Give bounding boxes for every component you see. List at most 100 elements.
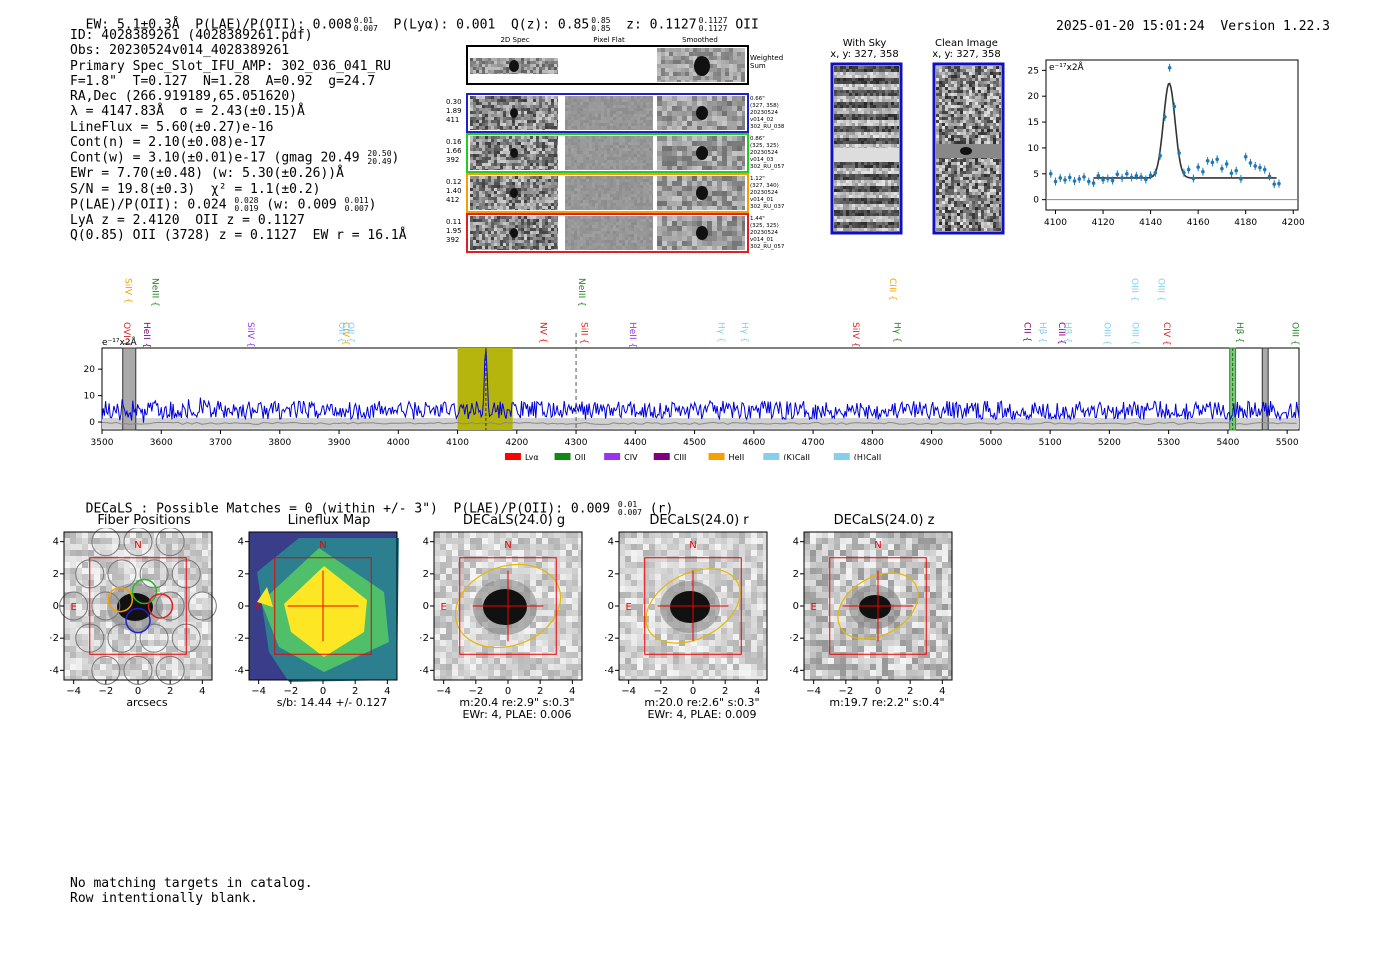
info-lya: LyA z = 2.4120 OII z = 0.1127 bbox=[70, 212, 305, 228]
spec-row-meta: v014_03 bbox=[750, 157, 774, 163]
zoom-data-point bbox=[1205, 159, 1210, 163]
sky-stripe-dark bbox=[834, 90, 899, 96]
sky-stripe-light bbox=[834, 72, 899, 78]
full-line-label: SiIV { bbox=[123, 278, 133, 304]
east-label: E bbox=[810, 602, 816, 613]
cutout-ytick-label: 4 bbox=[238, 537, 244, 548]
spec-row-meta: 302_RU_037 bbox=[750, 204, 785, 210]
fiber-circle bbox=[123, 655, 153, 685]
cutout-panel: N E −4 −2 0 2 4 4 2 0 −2 −4 bbox=[235, 531, 399, 697]
full-xtick-label: 4300 bbox=[565, 438, 588, 448]
zoom-data-point bbox=[1158, 153, 1162, 158]
cutout-ytick-label: 4 bbox=[423, 537, 429, 548]
full-line-label: NeIII { bbox=[149, 278, 159, 307]
aperture-ellipse bbox=[454, 563, 562, 649]
info-plae-mid: (w: 0.009 bbox=[258, 197, 337, 213]
with-sky-title-1: With Sky bbox=[842, 38, 887, 49]
spec-row-smooth bbox=[657, 216, 745, 250]
full-line-label: OIII { bbox=[1102, 322, 1112, 346]
full-line-label: Hβ { bbox=[1037, 322, 1047, 343]
weighted-sum-label: Weighted bbox=[750, 54, 783, 62]
spec-row-l1: 0.12 bbox=[446, 178, 462, 186]
full-line-label: HeII { bbox=[627, 322, 637, 348]
zoom-data-point bbox=[1177, 151, 1181, 155]
zoom-data-point bbox=[1115, 172, 1120, 177]
spec-row-meta: v014_02 bbox=[750, 117, 774, 123]
full-xtick-label: 5500 bbox=[1276, 438, 1299, 448]
zoom-data-point bbox=[1134, 174, 1139, 178]
zoom-ylabel: e⁻¹⁷x2Å bbox=[1049, 61, 1085, 73]
spec-row-meta: (327, 358) bbox=[750, 103, 779, 109]
panel-title: DECaLS(24.0) z bbox=[833, 513, 935, 528]
clean-title-1: Clean Image bbox=[935, 38, 998, 49]
spec-row-meta: 20230524 bbox=[750, 110, 778, 116]
zoom-xtick-label: 4100 bbox=[1044, 218, 1067, 228]
info-obs: Obs: 20230524v014_4028389261 bbox=[70, 43, 290, 59]
full-line-label: OIII { bbox=[1130, 322, 1140, 346]
zoom-data-point bbox=[1067, 175, 1072, 180]
spec-row-flat bbox=[565, 176, 653, 210]
zoom-ytick-label: 5 bbox=[1033, 170, 1039, 180]
spec-row-gap bbox=[653, 175, 657, 211]
spec-row-smooth-blob bbox=[696, 146, 708, 160]
spec-row-gap bbox=[653, 215, 657, 251]
cutout-noise bbox=[619, 532, 767, 680]
spec-row-l3: 392 bbox=[446, 236, 459, 244]
zoom-data-point bbox=[1091, 181, 1096, 185]
info-contw: Cont(w) = 3.10(±0.01)e-17 (gmag 20.49 20… bbox=[70, 150, 407, 166]
full-line-label: SiIV { bbox=[850, 322, 860, 348]
zoom-data-point bbox=[1148, 173, 1153, 178]
spec-row-gap bbox=[559, 215, 564, 251]
full-xtick-label: 3900 bbox=[328, 438, 351, 448]
east-label: E bbox=[70, 602, 76, 613]
sky-stripe-light bbox=[834, 96, 899, 102]
with-sky-title-2: x, y: 327, 358 bbox=[830, 49, 899, 60]
full-noise-band bbox=[102, 418, 1299, 429]
info-plae-text: P(LAE)/P(OII): 0.024 bbox=[70, 197, 227, 213]
info-primary: Primary Spec_Slot_IFU_AMP: 302_036_041_R… bbox=[70, 58, 391, 74]
full-masked-region bbox=[122, 347, 137, 431]
zoom-ytick-label: 20 bbox=[1028, 92, 1040, 102]
full-xtick-label: 3600 bbox=[150, 438, 173, 448]
full-line-label: CIV { bbox=[340, 322, 350, 346]
zoom-data-point bbox=[1086, 179, 1091, 184]
zoom-xtick-label: 4140 bbox=[1139, 218, 1162, 228]
spec-row-gap bbox=[559, 95, 564, 131]
fiber-circle bbox=[155, 591, 185, 621]
full-xtick-label: 4200 bbox=[505, 438, 528, 448]
header-ew: EW: 5.1±0.3Å bbox=[85, 17, 180, 33]
cutout-ytick-label: 2 bbox=[238, 569, 244, 580]
cutout-ytick-label: 4 bbox=[53, 537, 59, 548]
zoom-data-point bbox=[1153, 170, 1158, 175]
cutout-ytick-label: −2 bbox=[605, 633, 614, 644]
cutout-ytick-label: −4 bbox=[50, 665, 59, 676]
spec-row-l3: 412 bbox=[446, 196, 459, 204]
zoom-data-point bbox=[1167, 65, 1172, 70]
zoom-data-point bbox=[1196, 165, 1200, 169]
clean-image-panel: Clean Image x, y: 327, 358 bbox=[924, 38, 1009, 60]
panel-caption-1: arcsecs bbox=[126, 696, 168, 709]
with-sky-title: With Sky x, y: 327, 358 bbox=[822, 38, 907, 60]
full-xtick-label: 4000 bbox=[387, 438, 410, 448]
decals-end: (r) bbox=[649, 501, 674, 517]
full-spectrum-line bbox=[101, 348, 1300, 423]
zoom-data-point bbox=[1191, 176, 1196, 181]
cutout-xtick-label: 0 bbox=[320, 686, 326, 697]
cutout-ytick-label: 0 bbox=[53, 601, 59, 612]
spec-row-smooth-blob bbox=[696, 226, 708, 240]
north-label: N bbox=[689, 540, 696, 551]
sky-band bbox=[834, 148, 899, 162]
col-smoothed: Smoothed bbox=[682, 36, 718, 44]
red-box bbox=[644, 557, 742, 655]
full-line-label: NeIII { bbox=[576, 278, 586, 307]
zoom-data-point bbox=[1129, 175, 1134, 180]
cutout-ytick-label: 4 bbox=[608, 537, 614, 548]
legend-swatch bbox=[504, 453, 521, 460]
zoom-fit-curve bbox=[1093, 82, 1277, 179]
cutout-ytick-label: 2 bbox=[423, 569, 429, 580]
spec2d-panel: 2D Spec Pixel Flat Smoothed Weighted Sum 0.30… bbox=[440, 32, 800, 257]
legend-label: (K)CaII bbox=[783, 453, 810, 460]
zoom-data-point bbox=[1201, 169, 1205, 174]
header-qz: Q(z): 0.85 bbox=[510, 17, 590, 33]
